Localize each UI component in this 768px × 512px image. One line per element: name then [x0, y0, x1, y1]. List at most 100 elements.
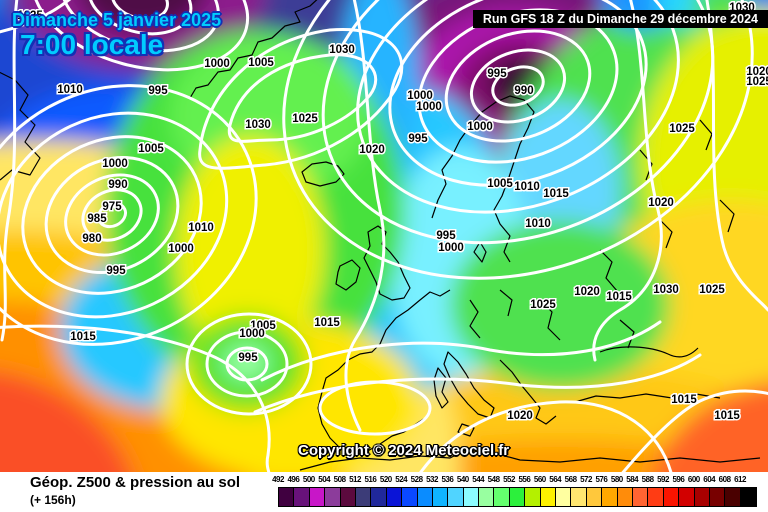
- pressure-label: 995: [106, 265, 126, 277]
- pressure-label: 1020: [359, 144, 385, 156]
- scale-tick-label: 584: [626, 475, 639, 484]
- scale-tick-label: 532: [426, 475, 438, 484]
- scale-color-cell: [340, 488, 356, 506]
- scale-color-boxes: [278, 487, 757, 507]
- run-info-bar: Run GFS 18 Z du Dimanche 29 décembre 202…: [472, 10, 768, 28]
- scale-color-cell: [325, 488, 341, 506]
- scale-tick-label: 504: [318, 475, 331, 484]
- pressure-label: 1020: [648, 197, 674, 209]
- scale-color-cell: [509, 488, 526, 506]
- scale-tick-label: 520: [379, 475, 392, 484]
- scale-color-cell: [417, 488, 433, 506]
- scale-tick-label: 516: [364, 475, 377, 484]
- scale-tick-label: 568: [564, 475, 577, 484]
- scale-tick-label: 604: [703, 475, 716, 484]
- scale-color-cell: [632, 488, 649, 506]
- pressure-label: 1000: [438, 242, 464, 254]
- pressure-label: 1005: [248, 57, 274, 69]
- scale-color-cell: [494, 488, 510, 506]
- scale-tick-label: 580: [610, 475, 623, 484]
- pressure-label: 1015: [606, 291, 632, 303]
- pressure-label: 1025: [17, 10, 43, 22]
- pressure-label: 990: [514, 85, 533, 97]
- scale-color-cell: [386, 488, 403, 506]
- scale-color-cell: [371, 488, 387, 506]
- scale-tick-label: 548: [487, 475, 500, 484]
- scale-color-cell: [448, 488, 464, 506]
- pressure-label: 1005: [487, 178, 513, 190]
- scale-color-cell: [740, 488, 757, 506]
- pressure-label: 1000: [407, 90, 433, 102]
- pressure-label: 1025: [669, 123, 695, 135]
- scale-color-cell: [571, 488, 587, 506]
- scale-color-cell: [402, 488, 418, 506]
- scale-tick-label: 608: [718, 475, 731, 484]
- scale-tick-label: 528: [410, 475, 423, 484]
- scale-color-cell: [279, 488, 295, 506]
- scale-tick-label: 612: [734, 475, 746, 484]
- scale-color-cell: [294, 488, 310, 506]
- pressure-label: 1000: [467, 121, 493, 133]
- scale-tick-label: 564: [549, 475, 562, 484]
- scale-color-cell: [309, 488, 326, 506]
- map-canvas: 1025 1010 995 1000 1005 1030 1030 1000 1000 995 99…: [0, 0, 768, 472]
- pressure-label: 1000: [168, 243, 194, 255]
- pressure-label: 1010: [514, 181, 540, 193]
- weather-map: 1025 1010 995 1000 1005 1030 1030 1000 1000 995 99…: [0, 0, 768, 472]
- pressure-label: 1025: [746, 76, 768, 88]
- pressure-label: 1010: [525, 218, 551, 230]
- pressure-label: 1015: [314, 317, 340, 329]
- scale-tick-label: 596: [672, 475, 685, 484]
- pressure-label: 1025: [292, 113, 318, 125]
- pressure-label: 1020: [574, 286, 600, 298]
- pressure-label: 990: [108, 179, 127, 191]
- scale-tick-label: 536: [441, 475, 454, 484]
- pressure-label: 1020: [746, 66, 768, 78]
- scale-color-cell: [679, 488, 695, 506]
- scale-tick-label: 576: [595, 475, 608, 484]
- color-scale: 492 496 500 504 508 512 516 520 524 528 532 536 540 5…: [272, 475, 764, 509]
- pressure-label: 1025: [530, 299, 556, 311]
- pressure-label: 1010: [57, 84, 83, 96]
- scale-tick-label: 500: [302, 475, 315, 484]
- pressure-label: 1015: [543, 188, 569, 200]
- pressure-label: 980: [82, 233, 101, 245]
- scale-tick-label: 512: [349, 475, 361, 484]
- pressure-label: 1005: [138, 143, 164, 155]
- scale-tick-label: 544: [472, 475, 485, 484]
- scale-tick-label: 560: [533, 475, 546, 484]
- scale-tick-label: 600: [687, 475, 700, 484]
- scale-tick-label: 496: [287, 475, 300, 484]
- map-title: Géop. Z500 & pression au sol: [30, 474, 241, 491]
- pressure-label: 995: [238, 352, 258, 364]
- scale-tick-label: 556: [518, 475, 531, 484]
- scale-color-cell: [586, 488, 603, 506]
- pressure-label: 985: [87, 213, 107, 225]
- scale-color-cell: [709, 488, 726, 506]
- pressure-label: 1015: [714, 410, 740, 422]
- pressure-label: 995: [148, 85, 168, 97]
- scale-tick-label: 572: [580, 475, 592, 484]
- scale-tick-label: 540: [456, 475, 469, 484]
- scale-color-cell: [694, 488, 710, 506]
- scale-color-cell: [663, 488, 680, 506]
- pressure-label: 1030: [329, 44, 355, 56]
- scale-color-cell: [463, 488, 480, 506]
- scale-color-cell: [355, 488, 372, 506]
- pressure-label: 1015: [671, 394, 697, 406]
- scale-tick-label: 588: [641, 475, 654, 484]
- forecast-hour: (+ 156h): [30, 493, 76, 507]
- scale-tick-label: 492: [272, 475, 284, 484]
- pressure-label: 1030: [653, 284, 679, 296]
- legend-bar: Géop. Z500 & pression au sol (+ 156h) 49…: [0, 472, 768, 512]
- pressure-label: 1020: [507, 410, 533, 422]
- scale-color-cell: [602, 488, 618, 506]
- pressure-label: 1025: [699, 284, 725, 296]
- scale-color-cell: [540, 488, 557, 506]
- scale-tick-labels: 492 496 500 504 508 512 516 520 524 528 532 536 540 5…: [272, 475, 764, 485]
- scale-tick-label: 592: [657, 475, 669, 484]
- copyright-text: Copyright © 2024 Meteociel.fr: [298, 442, 510, 459]
- scale-color-cell: [432, 488, 449, 506]
- scale-color-cell: [617, 488, 633, 506]
